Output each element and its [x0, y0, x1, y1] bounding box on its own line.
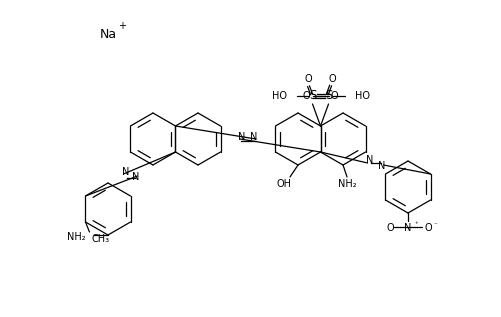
Text: N: N	[377, 161, 384, 171]
Text: HO: HO	[354, 91, 369, 101]
Text: N: N	[132, 172, 139, 182]
Text: O: O	[423, 223, 431, 233]
Text: N: N	[122, 167, 129, 177]
Text: Na: Na	[99, 28, 116, 41]
Text: S: S	[324, 89, 332, 102]
Text: OH: OH	[276, 179, 291, 189]
Text: CH₃: CH₃	[91, 234, 109, 244]
Text: NH₂: NH₂	[337, 179, 356, 189]
Text: ⁺: ⁺	[414, 222, 418, 228]
Text: +: +	[118, 21, 126, 31]
Text: S: S	[308, 89, 316, 102]
Text: O: O	[328, 74, 336, 84]
Text: N: N	[365, 155, 372, 165]
Text: O: O	[330, 91, 338, 101]
Text: O: O	[302, 91, 310, 101]
Text: NH₂: NH₂	[67, 232, 86, 242]
Text: O: O	[385, 223, 393, 233]
Text: N: N	[403, 223, 411, 233]
Text: O: O	[304, 74, 312, 84]
Text: ⁻: ⁻	[433, 222, 437, 228]
Text: N: N	[238, 132, 245, 142]
Text: N: N	[250, 132, 257, 142]
Text: HO: HO	[271, 91, 286, 101]
